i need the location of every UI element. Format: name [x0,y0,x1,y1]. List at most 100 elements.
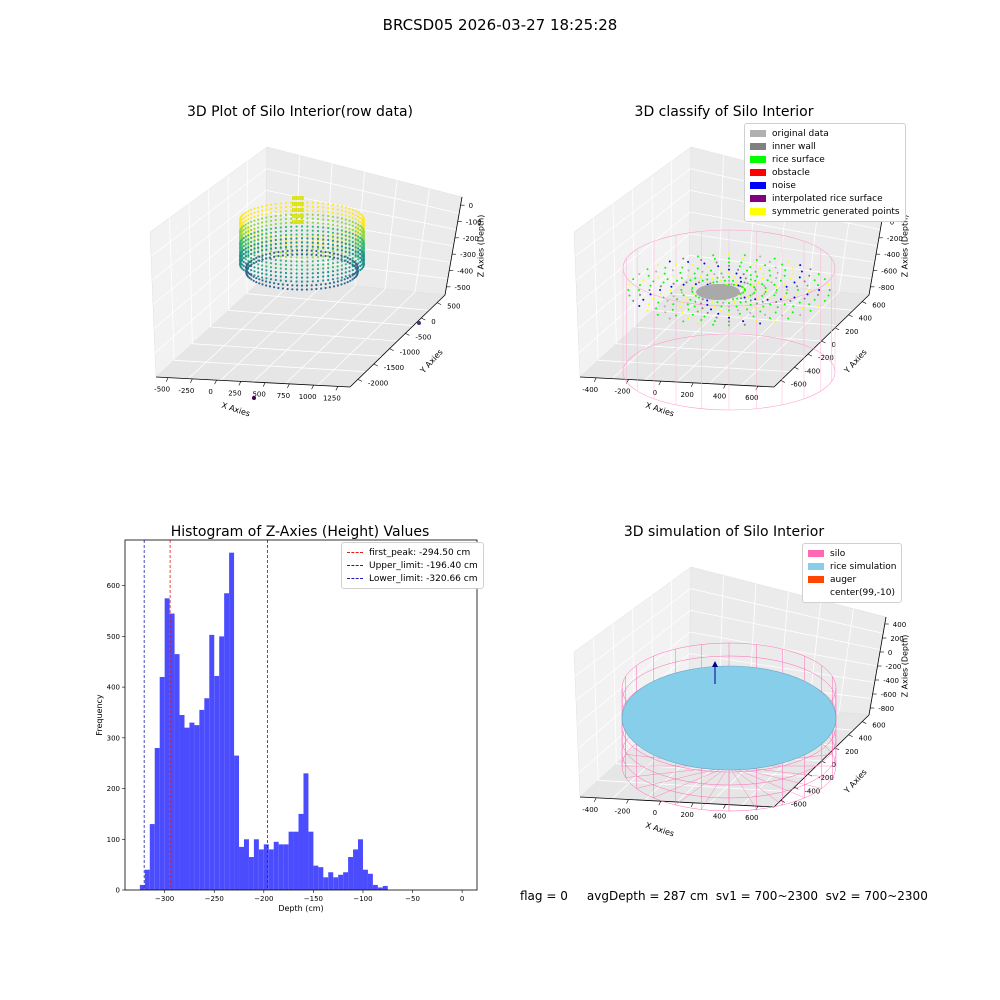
classify-point [694,300,697,303]
classify-point [749,311,752,314]
classify-point [762,305,765,308]
raw-point [284,225,288,229]
raw-peak-point [302,196,304,200]
raw-point [311,245,314,248]
raw-point [253,227,256,230]
raw-point [286,283,289,287]
raw-point [284,213,288,217]
raw-point [274,246,277,250]
status-footer: flag = 0 avgDepth = 287 cm sv1 = 700~230… [520,889,928,903]
simulation-silo-floor-spoke [728,765,805,799]
raw-point [336,253,339,256]
raw-peak-point [300,196,302,200]
classify-point [735,284,738,286]
raw-point [300,272,304,275]
raw-point [362,233,365,236]
classify-point [787,317,790,320]
raw-point [250,236,253,239]
raw-point [290,229,293,232]
raw-point [274,206,277,210]
raw-point [253,211,256,214]
raw-point [327,246,330,250]
raw-point [344,218,347,221]
raw-point [250,257,253,260]
raw-point [300,249,304,252]
classify-point [752,315,755,318]
classify-point [685,296,688,299]
raw-point [247,239,250,242]
raw-z-tick-label: -400 [457,268,473,276]
classify-point [676,279,679,282]
raw-point [310,249,313,252]
raw-point [279,267,282,270]
raw-point [336,257,339,260]
raw-peak-point [292,208,294,212]
classify-plot-title: 3D classify of Silo Interior [634,104,814,120]
raw-point [359,220,362,224]
classify-point [713,320,716,323]
raw-point [279,275,282,278]
classify-point [749,283,752,286]
raw-point [331,227,335,230]
classify-point [628,294,631,297]
raw-point [247,214,250,217]
raw-point [344,210,347,213]
raw-point [354,214,357,217]
raw-point [359,244,362,248]
raw-point [248,264,251,268]
raw-point [332,252,336,255]
raw-point [257,263,260,266]
raw-point [250,278,253,281]
histogram-bar [382,885,388,890]
classify-z-tick-label: -400 [884,251,900,259]
raw-point [316,209,320,213]
raw-point [269,247,273,250]
classify-point [793,281,796,284]
raw-point [300,245,304,248]
histogram-x-tick-label: −50 [405,895,420,903]
raw-point [331,242,335,245]
classify-point [796,289,799,291]
classify-point [766,298,769,301]
classify-point [664,266,667,269]
raw-point [322,271,325,274]
classify-point [680,286,683,289]
classify-point [776,271,779,274]
raw-point [322,251,325,254]
raw-point [269,219,273,222]
classify-point [642,298,645,301]
raw-peak-point [300,208,302,212]
classify-point [773,294,776,297]
classify-legend-entry: interpolated rice surface [750,192,900,205]
raw-point [290,272,293,275]
classify-point [694,294,697,297]
raw-point [359,240,362,244]
raw-point [310,253,313,256]
raw-point [351,263,354,266]
raw-point [253,254,256,257]
raw-point [250,263,253,266]
raw-peak-point [292,196,294,200]
classify-legend-label: noise [772,180,796,191]
raw-point [261,249,264,252]
raw-point [357,211,360,214]
raw-peak-point [296,196,298,200]
classify-point [764,264,767,267]
raw-peak-point [302,202,304,206]
classify-point [711,277,714,280]
raw-point [265,208,268,211]
classify-point [758,296,760,299]
raw-point [316,263,320,267]
classify-point [680,277,683,279]
raw-point [295,260,298,263]
raw-point [265,240,268,243]
raw-point [257,206,260,209]
raw-point [359,248,362,252]
raw-point [305,253,308,256]
raw-y-tick [405,333,410,336]
classify-point [746,269,748,272]
raw-point [290,225,293,228]
simulation-y-tick-label: -200 [818,774,834,782]
classify-point [766,279,769,282]
